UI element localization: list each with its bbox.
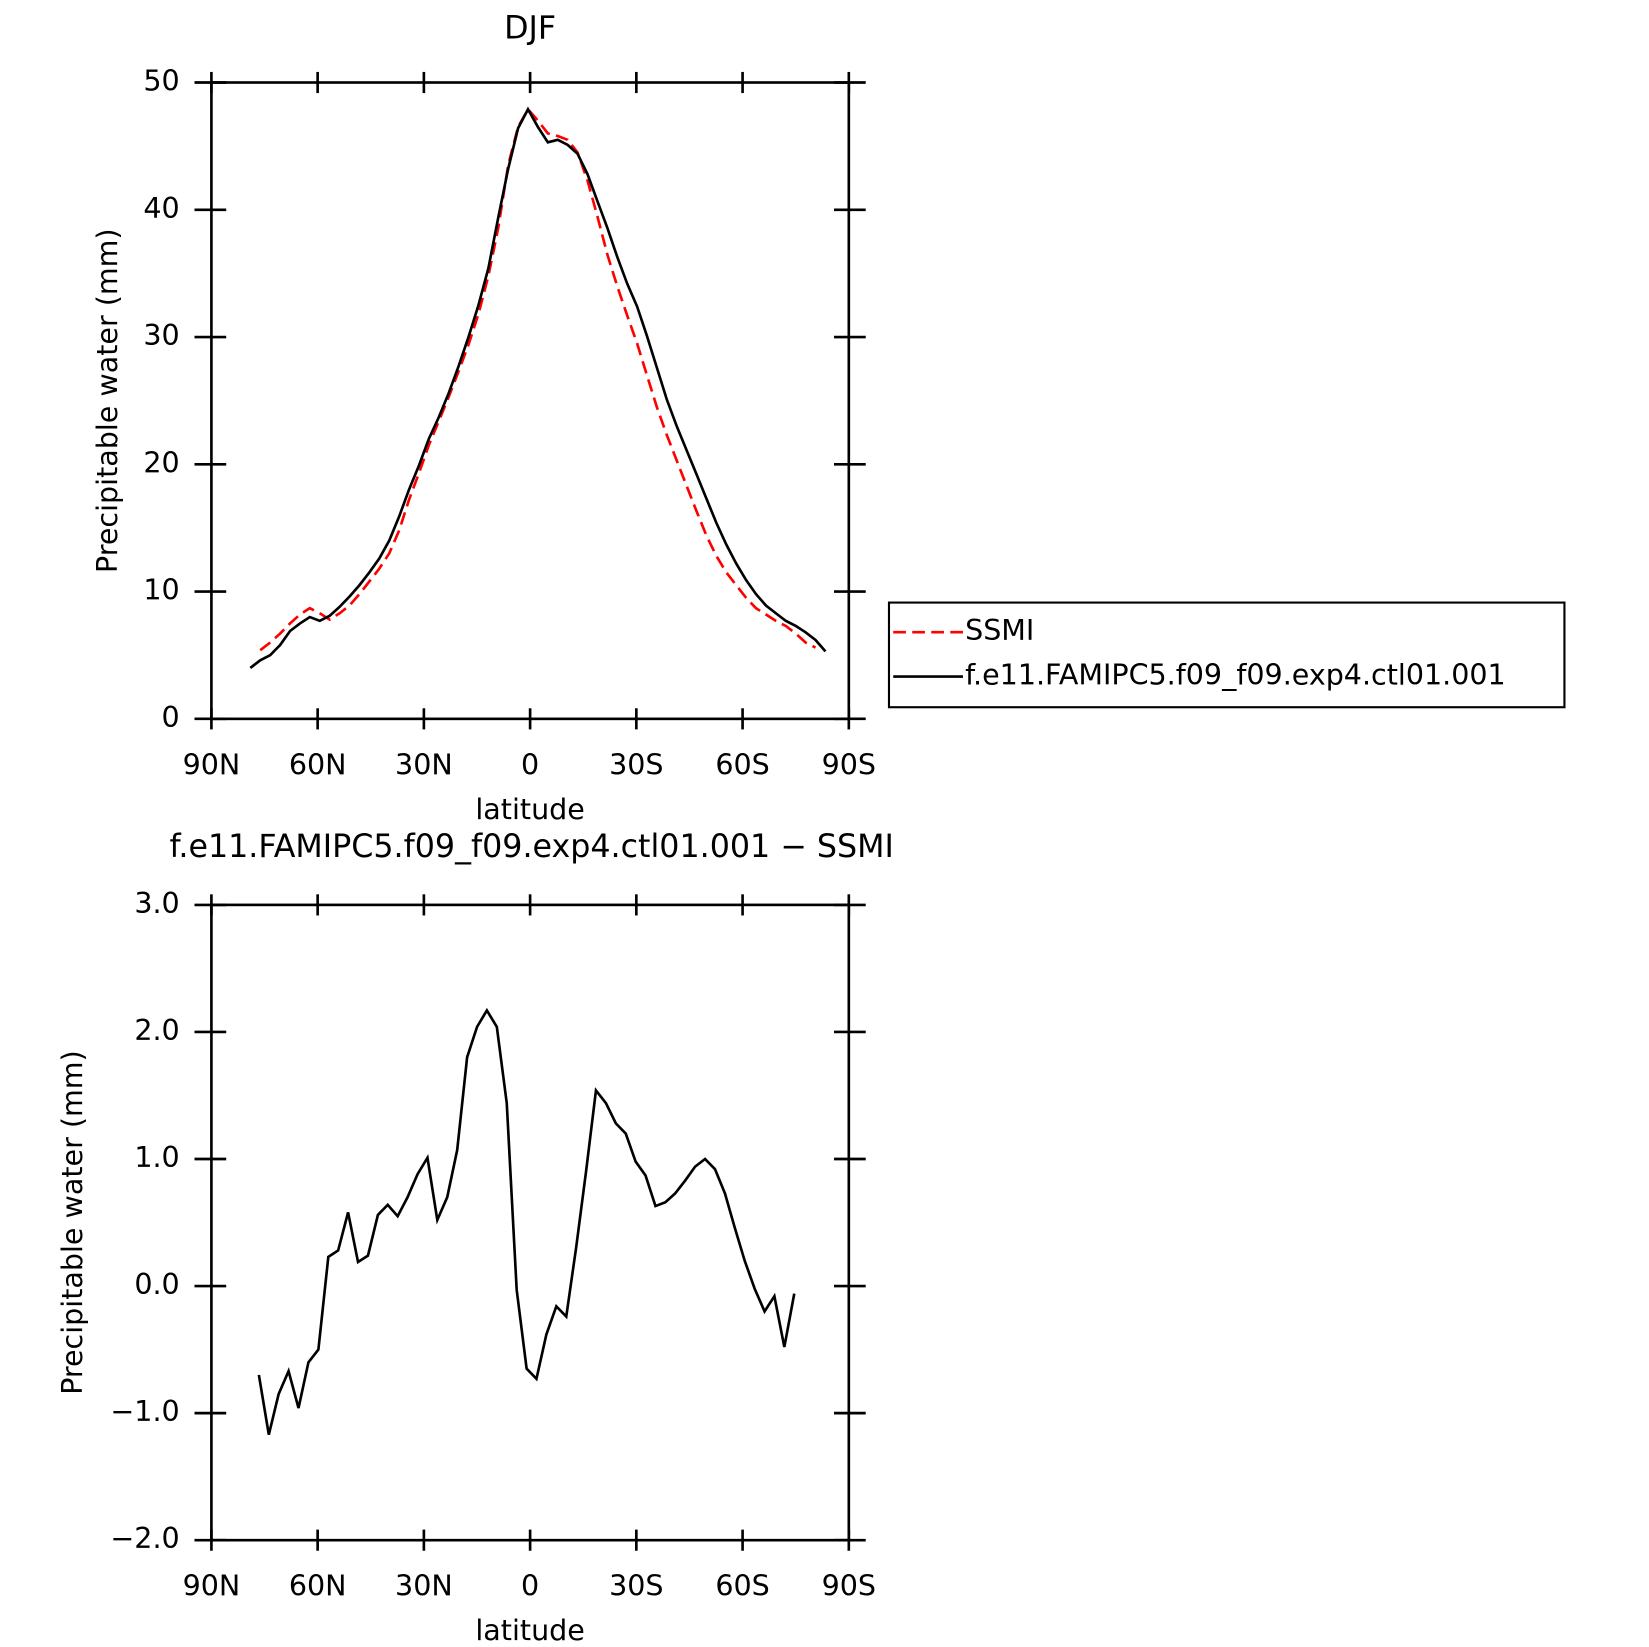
x-tick-label: 30N bbox=[395, 748, 453, 781]
x-tick-label: 90N bbox=[183, 748, 241, 781]
x-tick-label: 90S bbox=[822, 748, 876, 781]
x-tick-label: 60S bbox=[715, 1570, 769, 1603]
data-line bbox=[257, 1007, 796, 1435]
y-axis-label: Precipitable water (mm) bbox=[56, 1050, 89, 1395]
x-tick-label: 30S bbox=[609, 748, 663, 781]
data-line bbox=[259, 106, 817, 652]
y-tick-label: 50 bbox=[143, 65, 179, 98]
legend-label: f.e11.FAMIPC5.f09_f09.exp4.ctl01.001 bbox=[965, 659, 1506, 692]
x-tick-label: 60N bbox=[289, 1570, 347, 1603]
y-tick-label: 30 bbox=[143, 319, 179, 352]
y-tick-label: 0.0 bbox=[134, 1268, 179, 1301]
y-tick-label: 0 bbox=[162, 701, 180, 734]
x-tick-label: 90N bbox=[183, 1570, 241, 1603]
x-tick-label: 30N bbox=[395, 1570, 453, 1603]
x-tick-label: 60S bbox=[715, 748, 769, 781]
x-tick-label: 0 bbox=[521, 748, 539, 781]
y-tick-label: 3.0 bbox=[134, 887, 179, 920]
x-tick-label: 60N bbox=[289, 748, 347, 781]
x-axis-label: latitude bbox=[475, 793, 584, 826]
x-tick-label: 90S bbox=[822, 1570, 876, 1603]
y-tick-label: −2.0 bbox=[110, 1522, 179, 1555]
legend-box bbox=[887, 601, 1566, 709]
chart-title: f.e11.FAMIPC5.f09_f09.exp4.ctl01.001 − S… bbox=[170, 829, 894, 865]
y-tick-label: 20 bbox=[143, 446, 179, 479]
data-line bbox=[249, 106, 827, 669]
y-tick-label: 10 bbox=[143, 574, 179, 607]
y-axis-label: Precipitable water (mm) bbox=[91, 228, 124, 573]
legend-label: SSMI bbox=[965, 614, 1034, 647]
chart-title: DJF bbox=[504, 11, 556, 47]
x-axis-label: latitude bbox=[475, 1614, 584, 1647]
y-tick-label: 1.0 bbox=[134, 1141, 179, 1174]
x-tick-label: 30S bbox=[609, 1570, 663, 1603]
plot-frame bbox=[210, 81, 851, 721]
y-tick-label: 40 bbox=[143, 192, 179, 225]
plot-frame bbox=[210, 903, 851, 1542]
y-tick-label: −1.0 bbox=[110, 1395, 179, 1428]
x-tick-label: 0 bbox=[521, 1570, 539, 1603]
y-tick-label: 2.0 bbox=[134, 1014, 179, 1047]
